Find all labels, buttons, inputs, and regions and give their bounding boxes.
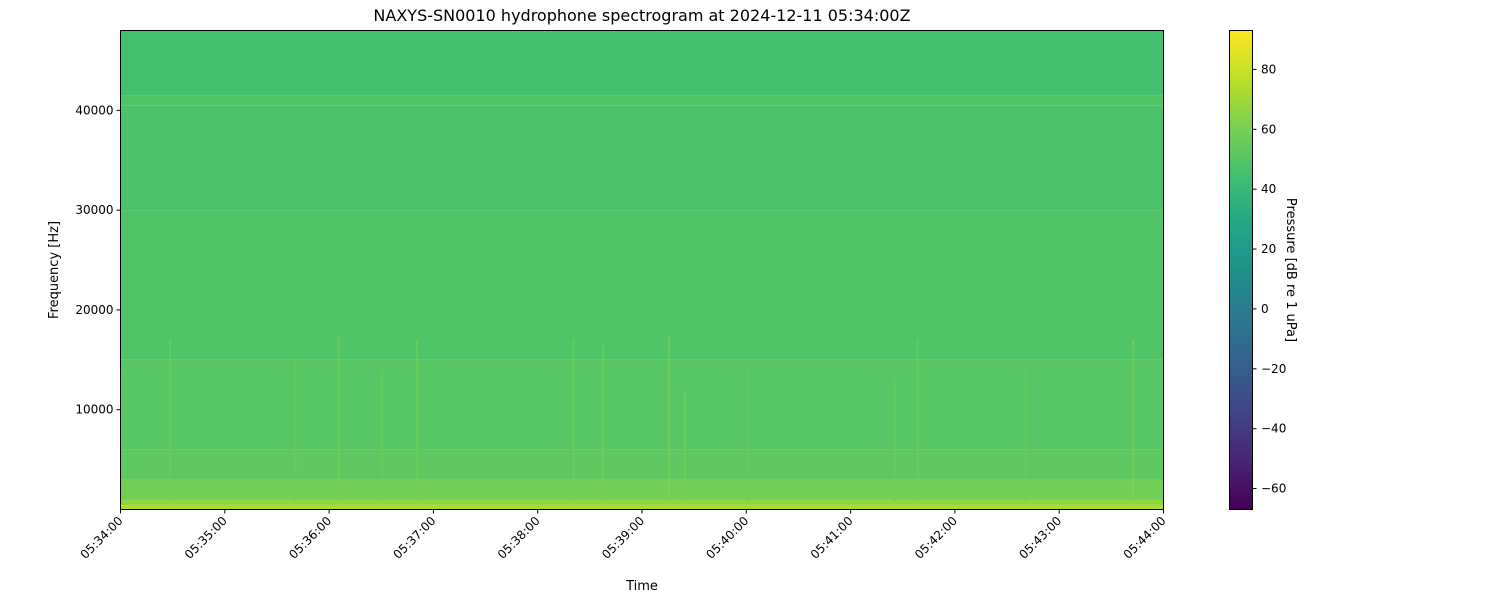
colorbar-tick-label: 20	[1261, 242, 1276, 256]
frequency-band	[120, 105, 1164, 211]
x-axis-label: Time	[625, 579, 658, 594]
transient-streak	[381, 369, 384, 502]
heatmap-area	[120, 30, 1164, 510]
transient-streak	[294, 359, 297, 502]
y-tick-label: 40000	[75, 103, 113, 117]
frequency-band	[120, 30, 1164, 96]
frequency-band	[120, 449, 1164, 480]
x-tick-label: 05:44:00	[1121, 514, 1169, 562]
x-tick-label: 05:35:00	[182, 514, 230, 562]
frequency-band	[120, 210, 1164, 360]
transient-streak	[572, 339, 575, 502]
colorbar-tick-label: −20	[1261, 362, 1286, 376]
frequency-band	[120, 499, 1164, 505]
transient-streak	[668, 334, 671, 502]
x-tick-label: 05:41:00	[808, 514, 856, 562]
transient-streak	[683, 389, 686, 502]
x-tick-label: 05:38:00	[495, 514, 543, 562]
transient-streak	[894, 379, 897, 502]
colorbar-tick-label: 60	[1261, 122, 1276, 136]
y-axis-label: Frequency [Hz]	[47, 221, 62, 319]
transient-streak	[602, 344, 605, 502]
transient-streak	[337, 334, 340, 502]
x-axis: 05:34:00 05:35:00 05:36:00 05:37:00 05:38:00…	[78, 509, 1169, 562]
x-tick-label: 05:37:00	[391, 514, 439, 562]
frequency-band	[120, 359, 1164, 450]
colorbar-tick-label: 80	[1261, 62, 1276, 76]
frequency-band	[120, 504, 1164, 510]
chart-title: NAXYS-SN0010 hydrophone spectrogram at 2…	[373, 6, 910, 25]
x-tick-label: 05:36:00	[286, 514, 334, 562]
transient-streak	[746, 369, 749, 502]
colorbar-tick-label: 40	[1261, 182, 1276, 196]
y-tick-label: 30000	[75, 203, 113, 217]
colorbar-axis: −60 −40 −20 0 20 40 60 80	[1252, 62, 1286, 496]
transient-streak	[1132, 339, 1135, 502]
x-tick-label: 05:43:00	[1016, 514, 1064, 562]
colorbar-tick-label: −40	[1261, 422, 1286, 436]
y-tick-label: 20000	[75, 303, 113, 317]
x-tick-label: 05:34:00	[78, 514, 126, 562]
transient-streak	[416, 339, 419, 502]
y-axis: 10000 20000 30000 40000	[75, 103, 121, 417]
frequency-band	[120, 479, 1164, 500]
x-tick-label: 05:39:00	[599, 514, 647, 562]
frequency-band	[120, 95, 1164, 106]
x-tick-label: 05:40:00	[703, 514, 751, 562]
y-tick-label: 10000	[75, 403, 113, 417]
transient-streak	[169, 339, 172, 502]
colorbar-tick-label: 0	[1261, 302, 1269, 316]
colorbar-tick-label: −60	[1261, 482, 1286, 496]
colorbar-label: Pressure [dB re 1 uPa]	[1283, 198, 1298, 342]
x-tick-label: 05:42:00	[912, 514, 960, 562]
transient-streak	[916, 339, 919, 502]
transient-streak	[1024, 369, 1027, 502]
colorbar	[1229, 30, 1253, 510]
